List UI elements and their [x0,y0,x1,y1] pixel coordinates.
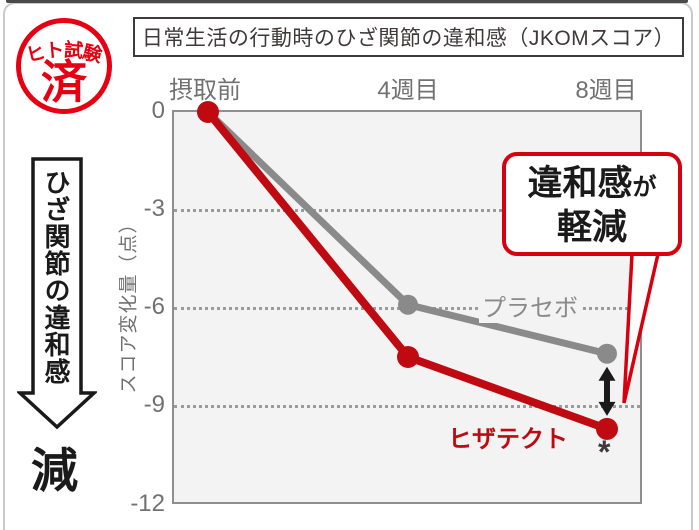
bubble-line2: 軽減 [506,206,678,250]
down-arrow-outline [17,157,97,430]
x-label-week8: 8週目 [575,77,637,104]
badge-done-text: 済 [41,56,87,108]
human-trial-badge: ヒト試験 済 [16,18,112,114]
hizatect-series-label: ヒザテクト [448,426,568,453]
gridline--9 [174,405,640,408]
panel-frame-border [3,2,693,530]
y-tick--6: -6 [143,293,165,320]
y-tick--9: -9 [143,391,165,418]
chart-title: 日常生活の行動時のひざ関節の違和感（JKOMスコア） [141,27,676,50]
x-label-week4: 4週目 [377,77,439,104]
chart-title-box: 日常生活の行動時のひざ関節の違和感（JKOMスコア） [133,17,684,57]
callout-bubble: 違和感が 軽減 [502,152,682,256]
significance-asterisk: * [598,434,611,470]
y-axis-title: スコア変化量（点） [118,213,140,394]
y-tick--12: -12 [130,490,165,517]
knee-discomfort-vertical-text: ひざ関節の違和感 [41,169,71,385]
down-arrow-shape [17,157,97,430]
top-rule [6,0,688,3]
bubble-line1: 違和感が [506,162,678,206]
bubble-line1-suffix: が [632,174,657,201]
placebo-series-label: プラセボ [479,288,581,323]
reduce-kanji: 減 [31,444,78,497]
bubble-line2-text: 軽減 [556,207,627,247]
y-tick-0: 0 [151,97,165,124]
y-tick--3: -3 [143,195,165,222]
bubble-line1-main: 違和感 [527,164,633,203]
x-label-baseline: 摂取前 [169,77,241,104]
badge-top-text: ヒト試験 [24,39,104,68]
